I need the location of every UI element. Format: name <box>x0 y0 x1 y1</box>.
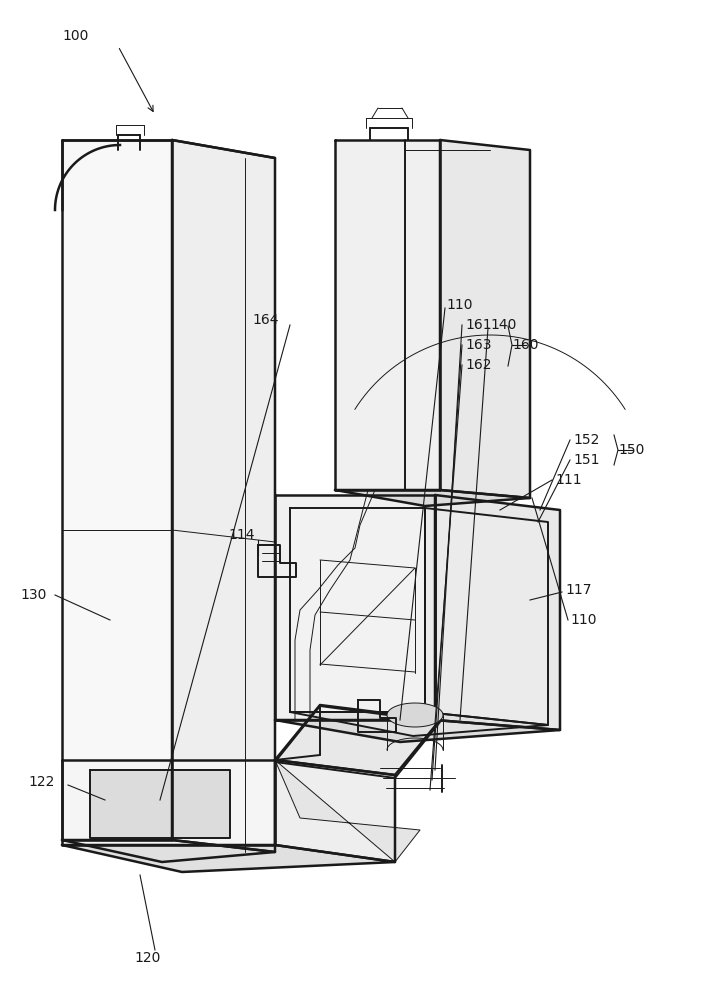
Text: 162: 162 <box>465 358 492 372</box>
Text: 120: 120 <box>135 951 161 965</box>
Polygon shape <box>335 490 530 506</box>
Polygon shape <box>425 508 548 725</box>
Polygon shape <box>387 703 443 727</box>
Polygon shape <box>90 770 230 838</box>
Polygon shape <box>290 508 425 712</box>
Polygon shape <box>275 760 395 862</box>
Polygon shape <box>435 495 560 730</box>
Text: 151: 151 <box>573 453 599 467</box>
Text: 111: 111 <box>555 473 581 487</box>
Text: 100: 100 <box>62 29 88 43</box>
Text: 140: 140 <box>490 318 516 332</box>
Polygon shape <box>62 840 275 862</box>
Polygon shape <box>275 706 440 778</box>
Polygon shape <box>290 712 548 736</box>
Polygon shape <box>62 845 395 872</box>
Text: 122: 122 <box>28 775 54 789</box>
Polygon shape <box>62 760 275 845</box>
Text: 150: 150 <box>618 443 644 457</box>
Polygon shape <box>275 705 440 775</box>
Text: 161: 161 <box>465 318 492 332</box>
Polygon shape <box>62 140 172 840</box>
Text: 163: 163 <box>465 338 492 352</box>
Polygon shape <box>172 140 275 852</box>
Text: 152: 152 <box>573 433 599 447</box>
Text: 164: 164 <box>252 313 279 327</box>
Text: 117: 117 <box>565 583 592 597</box>
Text: 114: 114 <box>228 528 255 542</box>
Text: 110: 110 <box>570 613 597 627</box>
Polygon shape <box>275 495 435 720</box>
Polygon shape <box>275 760 420 862</box>
Polygon shape <box>440 140 530 498</box>
Polygon shape <box>275 720 560 742</box>
Text: 130: 130 <box>20 588 46 602</box>
Polygon shape <box>335 140 440 490</box>
Text: 160: 160 <box>512 338 539 352</box>
Text: 110: 110 <box>446 298 473 312</box>
